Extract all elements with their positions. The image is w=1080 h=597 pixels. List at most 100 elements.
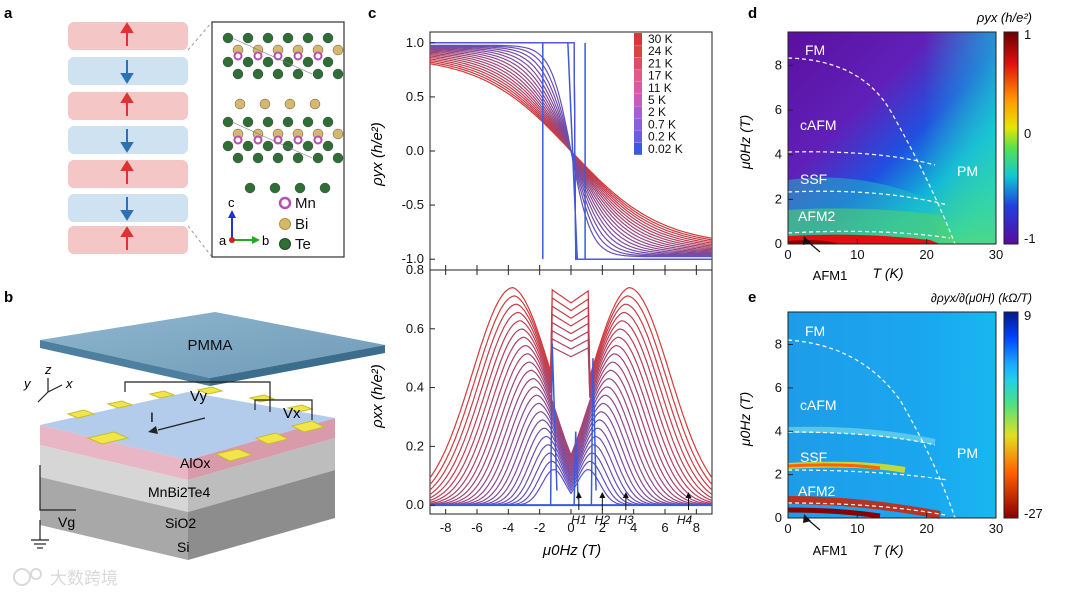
rho-xx-series [429,361,713,506]
xtick-label: 2 [599,520,606,535]
ytick-label: 4 [775,147,782,162]
legend-color-swatch [634,130,642,143]
axis-z-label: z [44,362,52,377]
te-atom [322,140,334,152]
mn-atom [253,51,263,61]
crystal-axes: c a b [219,195,269,248]
ytick-label: 4 [775,423,782,438]
heatmap-e-frame [787,311,997,519]
region-fm: FM [805,42,825,58]
rho-xx-curves [429,286,713,507]
legend-color-swatch [634,118,642,131]
colorbar-d-min: -1 [1024,231,1036,246]
ytick-label: 0.0 [406,143,424,158]
axis-a-label: a [219,233,227,248]
te-atom [282,32,294,44]
mn-atom [233,135,243,145]
te-atom [302,140,314,152]
mn-atom [293,51,303,61]
region-cafm: cAFM [800,117,837,133]
xtick-label: 0 [567,520,574,535]
chart-c-top-ylabel: ρyx (h/e²) [369,122,386,187]
xtick-label: -8 [440,520,452,535]
alox-label: AlOx [180,455,210,471]
watermark-text: 大数跨境 [50,569,118,588]
te-atom [222,32,234,44]
colorbar-e [1003,311,1019,519]
mn-atom [313,135,323,145]
current-label: I [150,409,154,425]
ytick-label: 0.4 [406,380,424,395]
ytick-label: 1.0 [406,35,424,50]
te-atom [302,56,314,68]
xtick-label: 4 [630,520,637,535]
te-atom [332,152,344,164]
xtick-label: -4 [503,520,515,535]
te-atom [322,56,334,68]
te-atom [294,182,306,194]
te-atom [242,140,254,152]
legend-temperature-label: 30 K [648,32,673,46]
legend-temperature-label: 24 K [648,44,673,58]
bi-atom [309,98,321,110]
region-afm2: AFM2 [798,208,836,224]
te-atom [262,56,274,68]
xtick-label: -2 [534,520,546,535]
legend-color-swatch [634,81,642,94]
te-atom [292,152,304,164]
heatmap-e: FM cAFM SSF AFM2 PM 9 -27 0 10 20 30 0 2 4 6 8 μ… [737,308,1043,558]
bi-atom [332,44,344,56]
xtick-label: 0 [784,247,791,262]
rho-xx-series [429,295,713,485]
rho-xx-series [429,344,713,505]
xtick-label: 10 [850,247,864,262]
colorbar-e-max: 9 [1024,308,1031,323]
te-atom [312,68,324,80]
chart-d-xlabel: T (K) [872,265,903,281]
rho-xx-series [430,386,712,506]
bi-atom [284,98,296,110]
heatmap-d-frame [787,31,997,245]
bi-atom [234,98,246,110]
te-atom [222,116,234,128]
ytick-label: 2 [775,191,782,206]
crystal-structure [222,32,344,194]
legend-mn: Mn [295,195,316,212]
te-atom [322,32,334,44]
xtick-label: 6 [661,520,668,535]
panel-label-a: a [4,5,13,22]
legend-bi: Bi [295,216,308,233]
field-annotation-label: H3 [618,513,634,527]
te-atom [322,116,334,128]
te-atom [242,56,254,68]
rho-xx-series [430,402,712,506]
xtick-label: 20 [919,521,933,536]
ytick-label: 0.5 [406,89,424,104]
mn-atom [233,51,243,61]
chart-c-xlabel: μ0Hz (T) [542,542,601,559]
layer-stack [68,22,188,254]
ytick-label: 0.0 [406,497,424,512]
te-atom [272,68,284,80]
legend-temperature-label: 0.7 K [648,117,676,131]
te-atom [282,116,294,128]
colorbar-d-mid: 0 [1024,126,1031,141]
te-atom [272,152,284,164]
ytick-label: 0.2 [406,438,424,453]
rho-xx-series [429,311,713,495]
field-annotations: H1 H2 H3 H4 [571,492,692,527]
ytick-label: 0.6 [406,321,424,336]
ytick-label: -0.5 [402,197,424,212]
xtick-label: 30 [989,521,1003,536]
te-atom [282,56,294,68]
mn-marker [278,196,292,210]
low-temperature-spikes [549,343,597,506]
legend-temperature-label: 5 K [648,93,666,107]
chart-e-ylabel: μ0Hz (T) [737,392,753,447]
rho-xx-series [430,369,712,506]
legend-color-swatch [634,106,642,119]
ytick-label: 6 [775,380,782,395]
rho-yx-series [430,44,712,258]
rho-xx-series [429,303,713,491]
